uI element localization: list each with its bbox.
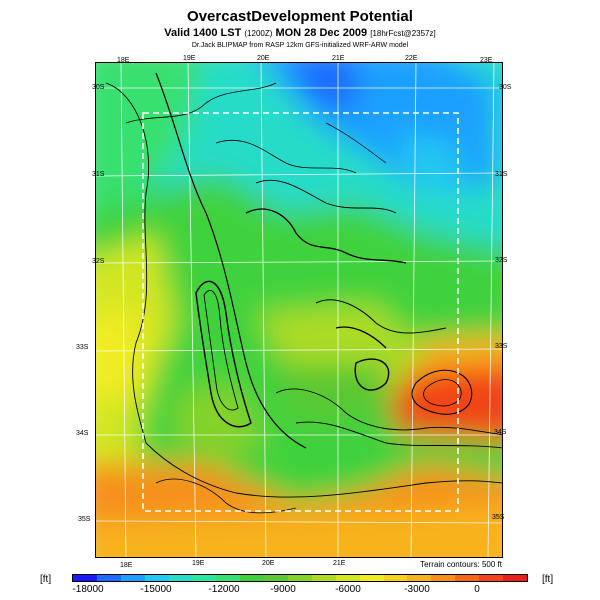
map-canvas xyxy=(96,63,502,557)
colorbar-swatch xyxy=(168,575,193,581)
overcast-potential-map xyxy=(95,62,503,558)
colorbar-swatch xyxy=(264,575,289,581)
colorbar-unit-right: [ft] xyxy=(542,574,554,585)
lon-tick-top: 20E xyxy=(257,55,270,62)
colorbar-swatch xyxy=(407,575,432,581)
colorbar-swatch xyxy=(216,575,241,581)
colorbar-swatch xyxy=(335,575,360,581)
lon-tick-bottom: 20E xyxy=(262,560,275,567)
graticule xyxy=(96,63,502,557)
lat-tick-left: 30S xyxy=(92,84,105,91)
colorbar-label: -9000 xyxy=(270,584,296,595)
lat-tick-right: 35S xyxy=(492,514,505,521)
colorbar-swatch xyxy=(359,575,384,581)
colorbar-swatch xyxy=(479,575,504,581)
lat-tick-left: 35S xyxy=(78,516,91,523)
lon-tick-top: 19E xyxy=(183,55,196,62)
lat-tick-right: 31S xyxy=(495,171,508,178)
lat-tick-left: 32S xyxy=(92,258,105,265)
map-title: OvercastDevelopment Potential xyxy=(187,8,413,25)
colorbar-unit-left: [ft] xyxy=(40,574,52,585)
valid-time: Valid 1400 LST xyxy=(164,27,242,39)
lat-tick-left: 31S xyxy=(92,171,105,178)
colorbar-swatch xyxy=(73,575,97,581)
colorbar-swatch xyxy=(431,575,456,581)
colorbar-swatch xyxy=(288,575,312,581)
colorbar-swatch xyxy=(383,575,408,581)
colorbar-label: -12000 xyxy=(208,584,240,595)
colorbar-swatch xyxy=(240,575,265,581)
colorbar-swatch xyxy=(96,575,121,581)
colorbar xyxy=(72,574,528,582)
colorbar-swatch xyxy=(503,575,527,581)
color-field xyxy=(96,63,502,557)
colorbar-label: -3000 xyxy=(404,584,430,595)
forecast-info: [18hrFcst@2357z] xyxy=(370,29,436,38)
colorbar-label: -15000 xyxy=(140,584,172,595)
valid-time-utc: (1200Z) xyxy=(244,29,273,38)
colorbar-label: -6000 xyxy=(335,584,361,595)
valid-date: MON 28 Dec 2009 xyxy=(275,27,368,39)
lat-tick-left: 33S xyxy=(76,344,89,351)
lon-tick-top: 18E xyxy=(117,57,130,64)
lat-tick-left: 34S xyxy=(76,430,89,437)
lon-tick-top: 22E xyxy=(405,55,418,62)
lat-tick-right: 32S xyxy=(495,257,508,264)
lon-tick-bottom: 19E xyxy=(192,560,205,567)
terrain-contour-note: Terrain contours: 500 ft xyxy=(420,560,502,569)
colorbar-swatch xyxy=(144,575,169,581)
inner-domain-box xyxy=(142,112,459,512)
lon-tick-top: 21E xyxy=(332,55,345,62)
colorbar-label: 0 xyxy=(474,584,480,595)
colorbar-swatch xyxy=(455,575,480,581)
lat-tick-right: 34S xyxy=(494,429,507,436)
model-credit: Dr.Jack BLIPMAP from RASP 12km GFS-initi… xyxy=(191,42,409,49)
valid-time-subtitle: Valid 1400 LST (1200Z) MON 28 Dec 2009 [… xyxy=(0,27,600,39)
colorbar-label: -18000 xyxy=(72,584,104,595)
colorbar-swatch xyxy=(120,575,145,581)
colorbar-swatch xyxy=(192,575,217,581)
lon-tick-bottom: 18E xyxy=(120,562,133,569)
lon-tick-top: 23E xyxy=(480,57,493,64)
terrain-contours xyxy=(105,72,502,514)
lat-tick-right: 33S xyxy=(495,343,508,350)
colorbar-swatch xyxy=(311,575,336,581)
lon-tick-bottom: 21E xyxy=(333,560,346,567)
lat-tick-right: 30S xyxy=(499,84,512,91)
